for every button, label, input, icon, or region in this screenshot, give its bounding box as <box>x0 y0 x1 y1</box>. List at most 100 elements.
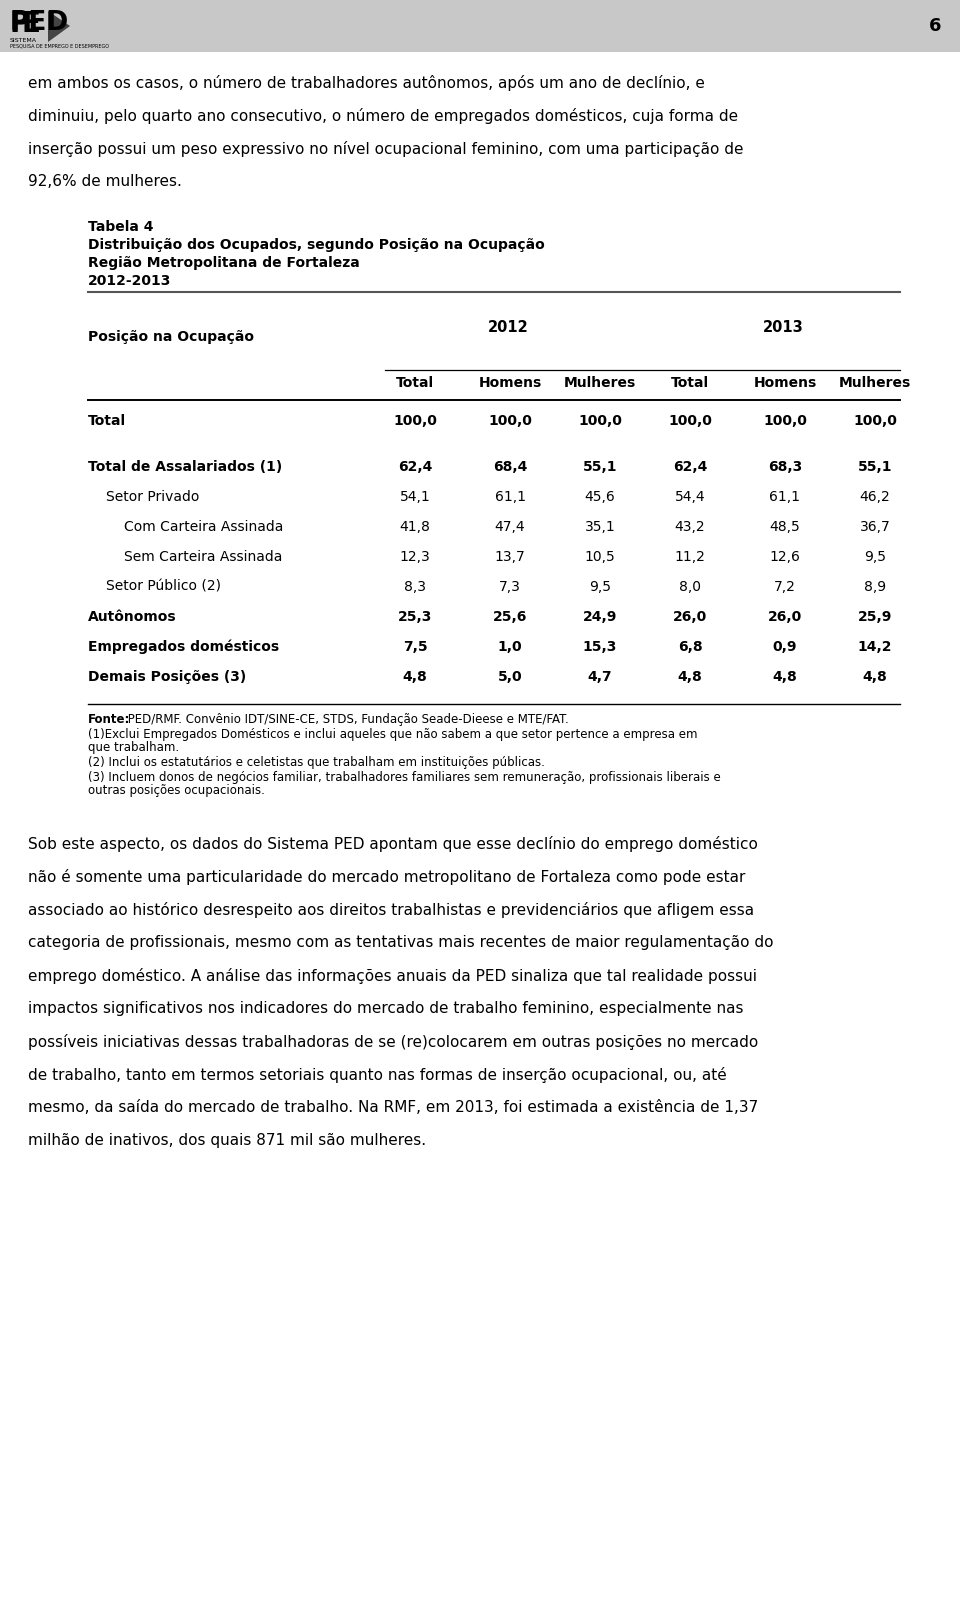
Text: milhão de inativos, dos quais 871 mil são mulheres.: milhão de inativos, dos quais 871 mil sã… <box>28 1133 426 1148</box>
Text: Total: Total <box>396 376 434 391</box>
Text: 12,3: 12,3 <box>399 550 430 564</box>
Text: Setor Público (2): Setor Público (2) <box>106 580 221 593</box>
Text: 4,8: 4,8 <box>773 669 798 684</box>
Text: (2) Inclui os estatutários e celetistas que trabalham em instituições públicas.: (2) Inclui os estatutários e celetistas … <box>88 755 545 768</box>
Text: (1)Exclui Empregados Domésticos e inclui aqueles que não sabem a que setor perte: (1)Exclui Empregados Domésticos e inclui… <box>88 728 698 741</box>
Text: 54,1: 54,1 <box>399 490 430 504</box>
Text: Com Carteira Assinada: Com Carteira Assinada <box>124 520 283 533</box>
Text: 46,2: 46,2 <box>859 490 890 504</box>
Bar <box>0 0 960 52</box>
Text: 54,4: 54,4 <box>675 490 706 504</box>
Text: inserção possui um peso expressivo no nível ocupacional feminino, com uma partic: inserção possui um peso expressivo no ní… <box>28 141 743 157</box>
Text: 0,9: 0,9 <box>773 640 797 653</box>
Text: impactos significativos nos indicadores do mercado de trabalho feminino, especia: impactos significativos nos indicadores … <box>28 1002 743 1016</box>
Text: P: P <box>10 10 31 37</box>
Text: 61,1: 61,1 <box>770 490 801 504</box>
Text: 4,7: 4,7 <box>588 669 612 684</box>
Text: (3) Incluem donos de negócios familiar, trabalhadores familiares sem remuneração: (3) Incluem donos de negócios familiar, … <box>88 772 721 785</box>
Text: 4,8: 4,8 <box>863 669 887 684</box>
Text: 2012-2013: 2012-2013 <box>88 274 172 289</box>
Text: 25,9: 25,9 <box>858 609 892 624</box>
Text: Total: Total <box>671 376 709 391</box>
Text: Distribuição dos Ocupados, segundo Posição na Ocupação: Distribuição dos Ocupados, segundo Posiç… <box>88 238 544 251</box>
Text: 48,5: 48,5 <box>770 520 801 533</box>
Text: 13,7: 13,7 <box>494 550 525 564</box>
Text: 15,3: 15,3 <box>583 640 617 653</box>
Text: 10,5: 10,5 <box>585 550 615 564</box>
Text: 9,5: 9,5 <box>589 580 611 593</box>
Text: categoria de profissionais, mesmo com as tentativas mais recentes de maior regul: categoria de profissionais, mesmo com as… <box>28 935 774 950</box>
Text: 100,0: 100,0 <box>763 413 807 428</box>
Text: 1,0: 1,0 <box>497 640 522 653</box>
Text: Mulheres: Mulheres <box>564 376 636 391</box>
Text: de trabalho, tanto em termos setoriais quanto nas formas de inserção ocupacional: de trabalho, tanto em termos setoriais q… <box>28 1067 727 1083</box>
Text: E: E <box>22 10 41 37</box>
Text: Empregados domésticos: Empregados domésticos <box>88 640 279 655</box>
Text: 5,0: 5,0 <box>497 669 522 684</box>
Text: 100,0: 100,0 <box>853 413 897 428</box>
Text: 35,1: 35,1 <box>585 520 615 533</box>
Text: 43,2: 43,2 <box>675 520 706 533</box>
Text: 68,3: 68,3 <box>768 460 803 473</box>
Text: PED/RMF. Convênio IDT/SINE-CE, STDS, Fundação Seade-Dieese e MTE/FAT.: PED/RMF. Convênio IDT/SINE-CE, STDS, Fun… <box>124 713 568 726</box>
Text: em ambos os casos, o número de trabalhadores autônomos, após um ano de declínio,: em ambos os casos, o número de trabalhad… <box>28 75 705 91</box>
Text: 2013: 2013 <box>763 319 804 336</box>
Text: Fonte:: Fonte: <box>88 713 131 726</box>
Text: que trabalham.: que trabalham. <box>88 741 180 754</box>
Text: 100,0: 100,0 <box>668 413 712 428</box>
Text: 47,4: 47,4 <box>494 520 525 533</box>
Text: 62,4: 62,4 <box>673 460 708 473</box>
Text: 100,0: 100,0 <box>488 413 532 428</box>
Text: 12,6: 12,6 <box>770 550 801 564</box>
Text: 61,1: 61,1 <box>494 490 525 504</box>
Text: 4,8: 4,8 <box>678 669 703 684</box>
Text: 25,3: 25,3 <box>397 609 432 624</box>
Text: 7,3: 7,3 <box>499 580 521 593</box>
Text: 36,7: 36,7 <box>859 520 890 533</box>
Text: PED: PED <box>10 10 69 36</box>
Text: 2012: 2012 <box>488 319 529 336</box>
Text: Homens: Homens <box>754 376 817 391</box>
Text: 6,8: 6,8 <box>678 640 703 653</box>
Text: associado ao histórico desrespeito aos direitos trabalhistas e previdenciários q: associado ao histórico desrespeito aos d… <box>28 901 755 917</box>
Text: 26,0: 26,0 <box>673 609 708 624</box>
Text: 25,6: 25,6 <box>492 609 527 624</box>
Text: 41,8: 41,8 <box>399 520 430 533</box>
Text: 62,4: 62,4 <box>397 460 432 473</box>
Text: 11,2: 11,2 <box>675 550 706 564</box>
Text: 8,9: 8,9 <box>864 580 886 593</box>
Text: 55,1: 55,1 <box>583 460 617 473</box>
Text: Mulheres: Mulheres <box>839 376 911 391</box>
Text: Total de Assalariados (1): Total de Assalariados (1) <box>88 460 282 473</box>
Text: 45,6: 45,6 <box>585 490 615 504</box>
Text: possíveis iniciativas dessas trabalhadoras de se (re)colocarem em outras posiçõe: possíveis iniciativas dessas trabalhador… <box>28 1034 758 1050</box>
Text: PESQUISA DE EMPREGO E DESEMPREGO: PESQUISA DE EMPREGO E DESEMPREGO <box>10 44 109 49</box>
Text: 92,6% de mulheres.: 92,6% de mulheres. <box>28 173 181 190</box>
Text: Tabela 4: Tabela 4 <box>88 220 154 233</box>
Text: 24,9: 24,9 <box>583 609 617 624</box>
Text: Sob este aspecto, os dados do Sistema PED apontam que esse declínio do emprego d: Sob este aspecto, os dados do Sistema PE… <box>28 836 757 853</box>
Text: diminuiu, pelo quarto ano consecutivo, o número de empregados domésticos, cuja f: diminuiu, pelo quarto ano consecutivo, o… <box>28 109 738 123</box>
Text: Homens: Homens <box>478 376 541 391</box>
Text: outras posições ocupacionais.: outras posições ocupacionais. <box>88 785 265 798</box>
Text: 68,4: 68,4 <box>492 460 527 473</box>
Text: 9,5: 9,5 <box>864 550 886 564</box>
Text: 26,0: 26,0 <box>768 609 803 624</box>
Text: 7,2: 7,2 <box>774 580 796 593</box>
Text: Autônomos: Autônomos <box>88 609 177 624</box>
Text: 100,0: 100,0 <box>578 413 622 428</box>
Text: 14,2: 14,2 <box>857 640 892 653</box>
Text: Posição na Ocupação: Posição na Ocupação <box>88 331 254 344</box>
Text: 8,0: 8,0 <box>679 580 701 593</box>
Polygon shape <box>48 11 70 42</box>
Text: SISTEMA: SISTEMA <box>10 37 37 44</box>
Text: 8,3: 8,3 <box>404 580 426 593</box>
Text: Total: Total <box>88 413 126 428</box>
Text: 6: 6 <box>928 16 941 36</box>
Text: Setor Privado: Setor Privado <box>106 490 200 504</box>
Text: Região Metropolitana de Fortaleza: Região Metropolitana de Fortaleza <box>88 256 360 271</box>
Text: emprego doméstico. A análise das informações anuais da PED sinaliza que tal real: emprego doméstico. A análise das informa… <box>28 968 757 984</box>
Text: Sem Carteira Assinada: Sem Carteira Assinada <box>124 550 282 564</box>
Text: 55,1: 55,1 <box>857 460 892 473</box>
Text: mesmo, da saída do mercado de trabalho. Na RMF, em 2013, foi estimada a existênc: mesmo, da saída do mercado de trabalho. … <box>28 1101 758 1115</box>
